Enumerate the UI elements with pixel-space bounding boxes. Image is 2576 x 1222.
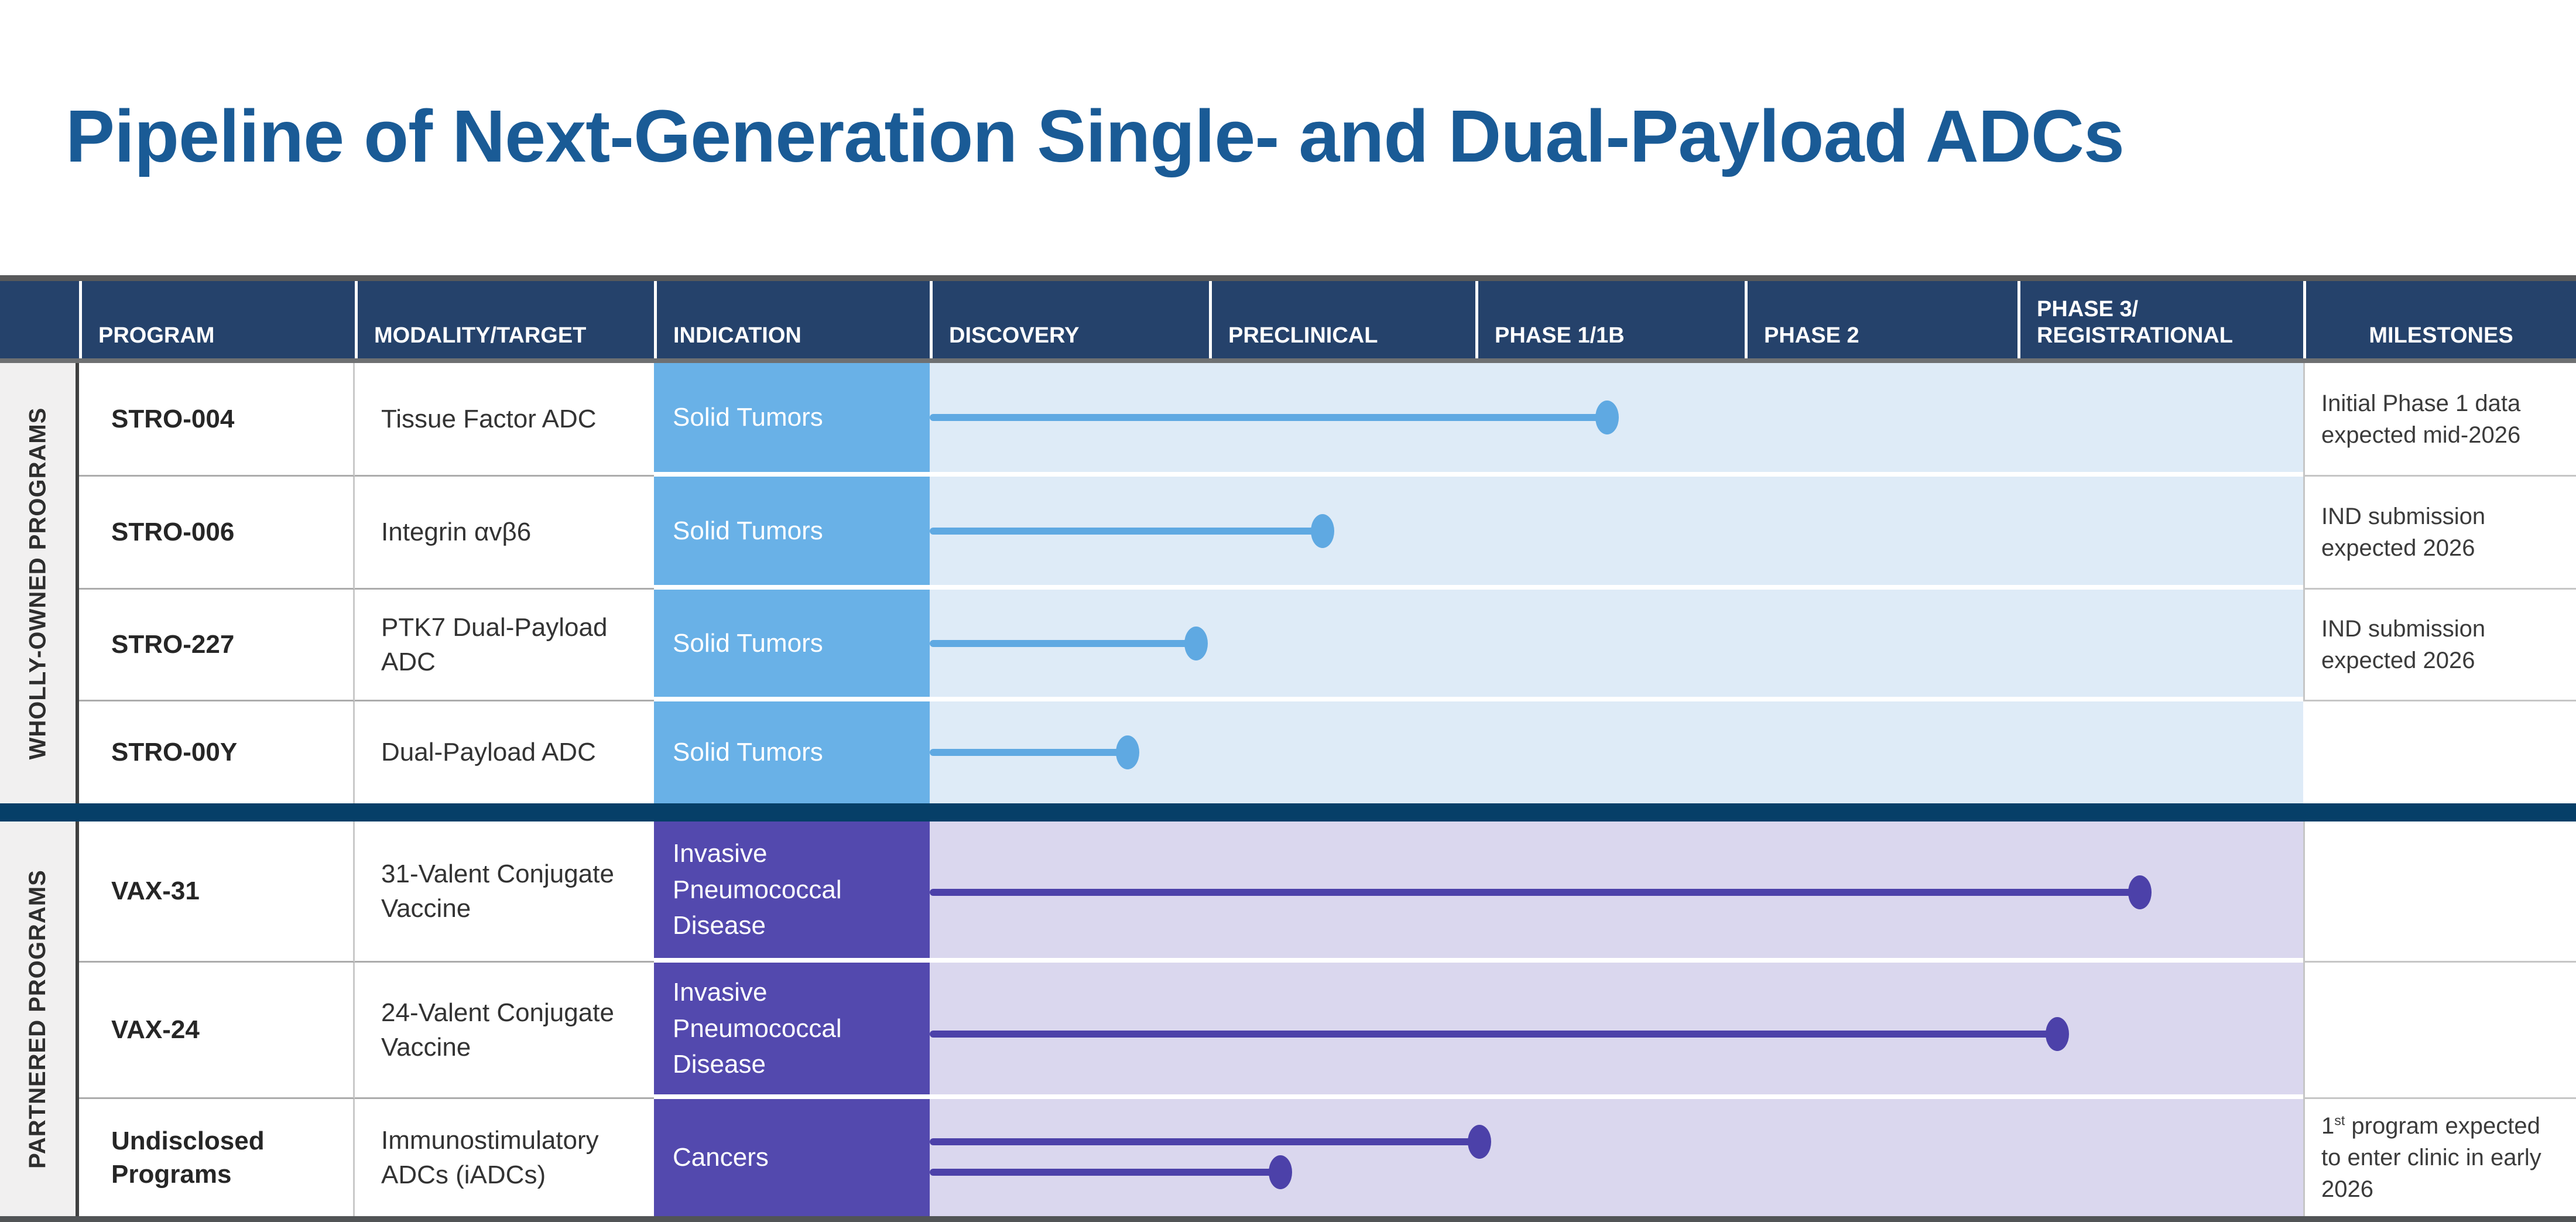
section-label-text: PARTNERED PROGRAMS [25,869,50,1169]
phase-progress-track [930,701,2303,803]
section-label-wholly-owned: WHOLLY-OWNED PROGRAMS [0,363,79,803]
progress-bar [930,735,1140,769]
table-header: PROGRAM MODALITY/TARGET INDICATION DISCO… [0,281,2576,363]
header-cell-preclinical: PRECLINICAL [1209,281,1475,358]
indication-cell: Solid Tumors [654,477,930,590]
indication-cell: Solid Tumors [654,701,930,803]
section-label-partnered: PARTNERED PROGRAMS [0,821,79,1216]
phase-progress-track [930,477,2303,590]
section-wholly-owned: STRO-004 Tissue Factor ADC Solid Tumors … [79,363,2576,803]
program-cell: STRO-227 [79,590,355,701]
progress-endpoint-dot [1311,514,1335,548]
progress-endpoint-dot [1467,1125,1491,1159]
program-cell: VAX-31 [79,821,355,963]
header-cell-phase-2: PHASE 2 [1745,281,2017,358]
table-row: VAX-24 24-Valent Conjugate Vaccine Invas… [79,963,2576,1099]
progress-bar [930,1016,2070,1051]
modality-cell: Dual-Payload ADC [355,701,654,803]
modality-cell: Immunostimulatory ADCs (iADCs) [355,1099,654,1216]
program-cell: STRO-004 [79,363,355,477]
progress-bar [930,401,1619,434]
indication-cell: Invasive Pneumococcal Disease [654,963,930,1099]
milestone-cell [2303,821,2576,963]
header-cell-phase-1-1b: PHASE 1/1B [1475,281,1745,358]
header-cell-indication: INDICATION [654,281,930,358]
table-row: STRO-00Y Dual-Payload ADC Solid Tumors [79,701,2576,803]
progress-endpoint-dot [2046,1016,2070,1051]
table-row: VAX-31 31-Valent Conjugate Vaccine Invas… [79,821,2576,963]
header-cell-program: PROGRAM [79,281,355,358]
progress-endpoint-dot [1116,735,1140,769]
phase-progress-track [930,1099,2303,1216]
modality-cell: Integrin αvβ6 [355,477,654,590]
modality-cell: Tissue Factor ADC [355,363,654,477]
table-row: STRO-227 PTK7 Dual-Payload ADC Solid Tum… [79,590,2576,701]
phase-progress-track [930,363,2303,477]
milestone-text: 1st program expected to enter clinic in … [2321,1113,2541,1202]
milestone-cell: 1st program expected to enter clinic in … [2303,1099,2576,1216]
progress-endpoint-dot [1184,626,1208,660]
milestone-cell [2303,963,2576,1099]
program-cell: Undisclosed Programs [79,1099,355,1216]
phase-progress-track [930,963,2303,1099]
progress-bar [930,1155,1292,1189]
indication-cell: Solid Tumors [654,363,930,477]
page-title: Pipeline of Next-Generation Single- and … [66,95,2125,177]
progress-endpoint-dot [1595,401,1619,434]
table-bottom-border [0,1216,2576,1222]
phase-progress-track [930,590,2303,701]
indication-cell: Cancers [654,1099,930,1216]
progress-endpoint-dot [1268,1155,1292,1189]
progress-bar [930,875,2152,910]
modality-cell: 31-Valent Conjugate Vaccine [355,821,654,963]
table-row: Undisclosed Programs Immunostimulatory A… [79,1099,2576,1216]
indication-cell: Solid Tumors [654,590,930,701]
section-divider [0,803,2576,821]
table-row: STRO-004 Tissue Factor ADC Solid Tumors … [79,363,2576,477]
phase-progress-track [930,821,2303,963]
progress-bar [930,514,1335,548]
milestone-cell [2303,701,2576,803]
header-cell-modality-target: MODALITY/TARGET [355,281,654,358]
modality-cell: PTK7 Dual-Payload ADC [355,590,654,701]
section-partnered: VAX-31 31-Valent Conjugate Vaccine Invas… [79,821,2576,1216]
section-label-text: WHOLLY-OWNED PROGRAMS [25,407,50,759]
program-cell: STRO-006 [79,477,355,590]
progress-bar [930,626,1208,660]
progress-endpoint-dot [2128,875,2152,910]
header-cell-milestones: MILESTONES [2303,281,2576,358]
progress-bar [930,1125,1491,1159]
program-cell: STRO-00Y [79,701,355,803]
milestone-cell: IND submission expected 2026 [2303,590,2576,701]
ordinal-superscript: st [2334,1113,2345,1128]
table-top-border [0,275,2576,281]
table-row: STRO-006 Integrin αvβ6 Solid Tumors IND … [79,477,2576,590]
milestone-cell: IND submission expected 2026 [2303,477,2576,590]
program-cell: VAX-24 [79,963,355,1099]
modality-cell: 24-Valent Conjugate Vaccine [355,963,654,1099]
indication-cell: Invasive Pneumococcal Disease [654,821,930,963]
header-cell-section [0,281,79,358]
header-cell-discovery: DISCOVERY [930,281,1209,358]
header-cell-phase-3-registrational: PHASE 3/ REGISTRATIONAL [2017,281,2303,358]
milestone-cell: Initial Phase 1 data expected mid-2026 [2303,363,2576,477]
